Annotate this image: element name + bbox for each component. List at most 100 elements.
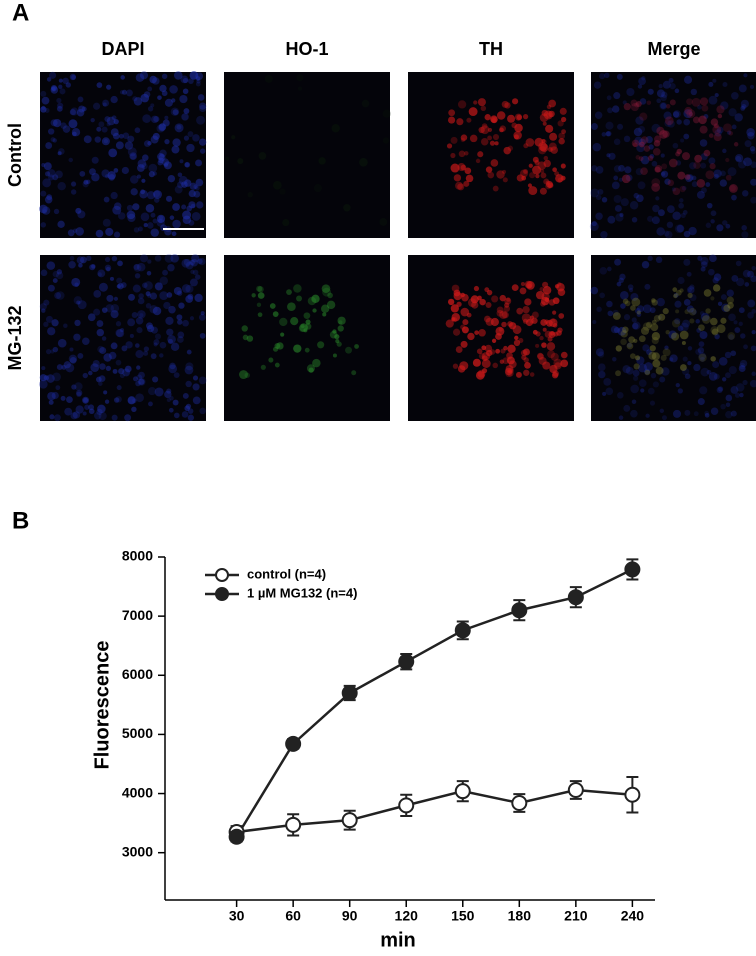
cell: [525, 318, 534, 327]
cell: [648, 351, 657, 360]
cell: [179, 94, 188, 104]
cell: [168, 305, 176, 314]
cell: [120, 75, 125, 80]
cell: [475, 158, 481, 164]
cell: [534, 137, 544, 147]
cell: [638, 138, 646, 146]
cell: [516, 114, 522, 121]
cell: [361, 99, 370, 108]
cell: [198, 314, 206, 321]
cell: [616, 73, 623, 80]
cell: [286, 289, 292, 296]
cell: [127, 147, 137, 157]
cell: [308, 367, 314, 373]
cell: [638, 335, 646, 343]
cell: [185, 284, 194, 293]
cell: [192, 383, 200, 391]
cell: [102, 102, 107, 107]
cell: [44, 171, 51, 177]
cell: [119, 133, 124, 139]
cell: [630, 409, 638, 418]
cell: [728, 131, 734, 136]
cell: [317, 341, 325, 349]
cell: [133, 227, 140, 233]
cell: [478, 329, 486, 337]
cell: [686, 271, 692, 277]
cell: [73, 296, 83, 305]
marker: [398, 797, 415, 814]
column-label: Merge: [647, 39, 700, 59]
cell: [651, 299, 658, 306]
cell: [605, 131, 611, 137]
cell: [701, 187, 707, 194]
cell: [623, 135, 631, 143]
cell: [138, 371, 145, 379]
cell: [651, 298, 656, 303]
cell: [696, 327, 702, 333]
cell: [696, 179, 706, 188]
cell: [595, 165, 604, 174]
cell: [516, 307, 524, 315]
cell: [143, 281, 153, 291]
cell: [703, 114, 709, 119]
cell: [742, 379, 748, 386]
cell: [460, 307, 470, 317]
cell: [683, 118, 690, 126]
cell: [549, 132, 558, 141]
cell: [181, 204, 187, 210]
cell: [487, 127, 493, 132]
cell: [93, 289, 102, 298]
cell: [708, 157, 716, 165]
cell: [708, 268, 715, 276]
cell: [546, 104, 552, 110]
cell: [607, 310, 614, 317]
cell: [129, 152, 138, 161]
cell: [638, 77, 646, 86]
cell: [313, 184, 323, 193]
cell: [178, 175, 188, 185]
cell: [646, 349, 652, 355]
cell: [710, 219, 715, 224]
cell: [113, 202, 122, 210]
cell: [640, 326, 650, 335]
cell: [159, 341, 167, 349]
cell: [321, 284, 331, 293]
cell: [660, 94, 667, 102]
cell: [446, 143, 453, 149]
cell: [128, 293, 135, 301]
cell: [657, 314, 663, 320]
cell: [68, 119, 78, 129]
cell: [143, 223, 148, 228]
cell: [679, 288, 684, 293]
cell: [246, 335, 254, 342]
cell: [708, 372, 718, 381]
cell: [312, 308, 317, 313]
cell: [116, 385, 122, 391]
cell: [46, 77, 52, 82]
cell: [293, 344, 302, 353]
cell: [627, 284, 634, 290]
cell: [462, 319, 469, 326]
cell: [40, 190, 47, 197]
cell: [720, 101, 729, 110]
cell: [663, 111, 672, 120]
cell: [710, 317, 718, 326]
cell: [184, 162, 190, 168]
cell: [168, 364, 178, 374]
cell: [145, 322, 153, 330]
cell: [465, 174, 474, 183]
cell: [733, 320, 738, 325]
cell: [668, 158, 678, 168]
cell: [491, 295, 499, 303]
cell: [698, 324, 705, 331]
cell: [613, 194, 622, 204]
y-tick-label: 7000: [122, 607, 153, 623]
cell: [94, 136, 102, 143]
cell: [49, 71, 57, 79]
cell: [617, 123, 624, 130]
cell: [716, 324, 726, 334]
cell: [642, 304, 652, 314]
cell: [382, 137, 390, 144]
cell: [182, 77, 189, 84]
cell: [592, 142, 602, 152]
